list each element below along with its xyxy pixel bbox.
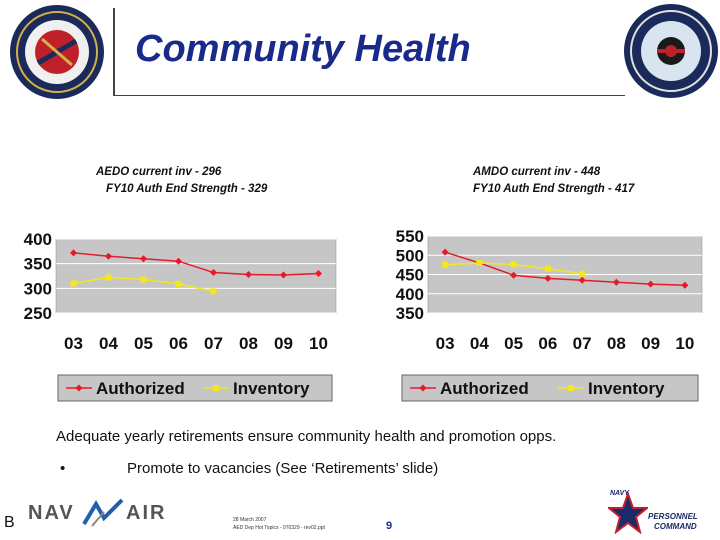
- data-point-authorized: [105, 252, 112, 260]
- aedo-seal-icon: [10, 5, 104, 99]
- data-point-inventory: [442, 261, 449, 268]
- page-title: Community Health: [135, 28, 471, 70]
- data-point-inventory: [70, 280, 77, 287]
- navair-wing-icon: [82, 498, 124, 527]
- command-mid: PERSONNEL: [648, 512, 698, 521]
- data-point-authorized: [175, 257, 182, 265]
- data-point-inventory: [210, 288, 217, 295]
- legend-label-inventory: Inventory: [233, 379, 310, 398]
- data-point-authorized: [647, 280, 655, 288]
- data-point-authorized: [681, 281, 689, 289]
- y-tick-label: 450: [396, 266, 424, 285]
- y-tick-label: 550: [396, 227, 424, 246]
- header-divider-horizontal: [113, 95, 625, 96]
- legend-marker-authorized: [75, 384, 83, 392]
- data-point-authorized: [441, 248, 449, 256]
- series-line-authorized: [444, 251, 685, 287]
- footer-date: 28 March 2007: [233, 517, 267, 523]
- aedo-fy10-auth: FY10 Auth End Strength - 329: [106, 183, 268, 195]
- x-tick-label: 05: [504, 334, 523, 353]
- main-statement: Adequate yearly retirements ensure commu…: [56, 428, 557, 445]
- data-point-authorized: [245, 271, 252, 279]
- legend-label-inventory: Inventory: [588, 379, 665, 398]
- y-tick-label: 400: [396, 285, 424, 304]
- data-point-inventory: [510, 261, 517, 268]
- x-tick-label: 08: [607, 334, 626, 353]
- data-point-authorized: [140, 255, 147, 263]
- bullet-symbol: •: [60, 460, 66, 477]
- data-point-inventory: [140, 276, 147, 283]
- data-point-inventory: [579, 270, 586, 277]
- footer-letter: B: [4, 514, 15, 531]
- y-tick-label: 500: [396, 246, 424, 265]
- data-point-authorized: [70, 249, 77, 257]
- bullet-text: Promote to vacancies (See ‘Retirements’ …: [127, 460, 439, 477]
- x-tick-label: 03: [64, 334, 83, 353]
- footer-file: AED Dep Hot Topics - 070329 - rev02.ppt: [233, 525, 325, 531]
- x-tick-label: 08: [239, 334, 258, 353]
- data-point-authorized: [280, 271, 287, 279]
- legend-box: [57, 374, 333, 402]
- series-line-authorized: [73, 252, 319, 276]
- data-point-inventory: [544, 265, 551, 272]
- x-tick-label: 07: [573, 334, 592, 353]
- amdo-seal-icon: [624, 4, 718, 98]
- command-top: NAVY: [610, 490, 629, 497]
- x-tick-label: 05: [134, 334, 153, 353]
- data-point-inventory: [105, 274, 112, 281]
- data-point-authorized: [578, 276, 586, 284]
- data-point-inventory: [476, 259, 483, 266]
- data-point-authorized: [210, 269, 217, 277]
- navy-personnel-command-logo: NAVY PERSONNEL COMMAND: [604, 490, 714, 538]
- legend-label-authorized: Authorized: [440, 379, 529, 398]
- y-tick-label: 300: [24, 279, 52, 298]
- x-tick-label: 10: [675, 334, 694, 353]
- page-number: 9: [386, 520, 393, 532]
- x-tick-label: 06: [538, 334, 557, 353]
- x-tick-label: 04: [99, 334, 118, 353]
- legend-marker-authorized: [419, 384, 427, 392]
- navair-logo: NAV AIR: [26, 498, 186, 528]
- legend-marker-inventory: [213, 385, 219, 391]
- star-icon: [608, 492, 648, 534]
- data-point-authorized: [544, 274, 552, 282]
- y-tick-label: 250: [24, 304, 52, 323]
- x-tick-label: 09: [274, 334, 293, 353]
- x-tick-label: 06: [169, 334, 188, 353]
- data-point-authorized: [612, 278, 620, 286]
- aedo-current-inv: AEDO current inv - 296: [96, 166, 222, 178]
- navair-logo-right: AIR: [126, 502, 167, 524]
- y-tick-label: 400: [24, 230, 52, 249]
- x-tick-label: 10: [309, 334, 328, 353]
- plot-area: [55, 238, 337, 314]
- aedo-line-chart: 400 350 300 250 03 04 05 06 07 08 09 10 Authorized In…: [24, 230, 337, 402]
- data-point-authorized: [510, 271, 518, 279]
- data-point-authorized: [315, 270, 322, 278]
- legend-label-authorized: Authorized: [96, 379, 185, 398]
- amdo-fy10-auth: FY10 Auth End Strength - 417: [473, 183, 635, 195]
- x-tick-label: 09: [641, 334, 660, 353]
- navair-logo-left: NAV: [28, 502, 75, 524]
- x-tick-label: 04: [470, 334, 489, 353]
- y-tick-label: 350: [24, 255, 52, 274]
- y-tick-label: 350: [396, 304, 424, 323]
- header-divider-vertical: [113, 8, 115, 96]
- data-point-inventory: [175, 280, 182, 287]
- legend-box: [401, 374, 699, 402]
- x-tick-label: 07: [204, 334, 223, 353]
- x-tick-label: 03: [436, 334, 455, 353]
- legend-marker-inventory: [568, 385, 574, 391]
- amdo-current-inv: AMDO current inv - 448: [473, 166, 601, 178]
- command-bot: COMMAND: [654, 522, 697, 531]
